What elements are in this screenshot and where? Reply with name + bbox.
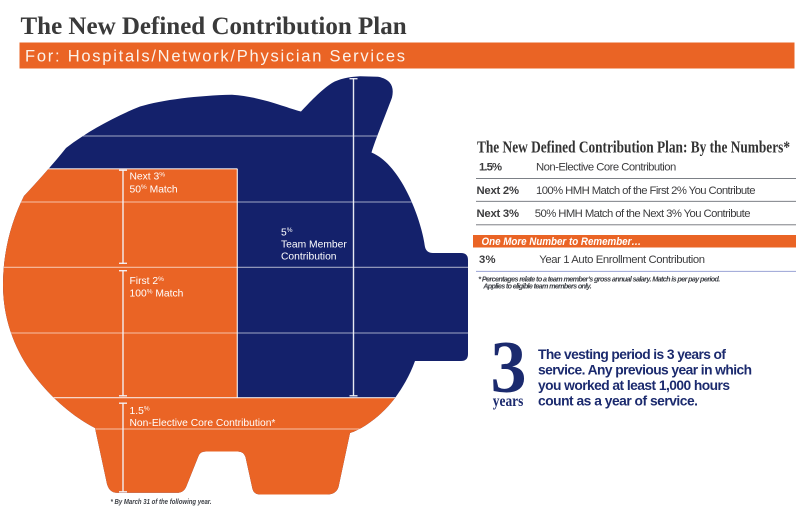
- svg-text:you worked at least 1,000 hour: you worked at least 1,000 hours: [538, 378, 730, 393]
- svg-text:Applies to eligible team membe: Applies to eligible team members only.: [482, 282, 592, 291]
- svg-text:* Percentages relate to a team: * Percentages relate to a team member’s …: [478, 274, 720, 283]
- svg-text:100% Match: 100% Match: [130, 288, 184, 299]
- svg-text:For: Hospitals/Network/Physici: For: Hospitals/Network/Physician Service…: [25, 48, 405, 66]
- svg-text:3: 3: [491, 327, 527, 409]
- svg-text:50% Match: 50% Match: [130, 184, 178, 195]
- svg-text:3%: 3%: [479, 254, 496, 266]
- svg-text:Next 3%: Next 3%: [477, 208, 520, 220]
- svg-text:Year 1 Auto Enrollment Contrib: Year 1 Auto Enrollment Contribution: [539, 254, 705, 266]
- svg-text:Team Member: Team Member: [281, 240, 347, 251]
- svg-text:service. Any previous year in: service. Any previous year in which: [538, 363, 752, 378]
- svg-text:Next 3%: Next 3%: [130, 172, 166, 183]
- svg-text:The New Defined Contribution P: The New Defined Contribution Plan: [21, 13, 407, 40]
- svg-text:The New Defined Contribution P: The New Defined Contribution Plan: By th…: [477, 138, 790, 157]
- svg-text:First 2%: First 2%: [130, 276, 165, 287]
- svg-text:Next 2%: Next 2%: [477, 185, 520, 197]
- svg-text:* By March 31 of the following: * By March 31 of the following year.: [111, 499, 212, 506]
- svg-text:years: years: [493, 393, 524, 410]
- svg-text:count as a year of service.: count as a year of service.: [538, 394, 698, 409]
- svg-text:1.5%: 1.5%: [130, 406, 150, 417]
- svg-text:Contribution: Contribution: [281, 251, 337, 262]
- svg-text:One More Number to Remember…: One More Number to Remember…: [482, 236, 642, 248]
- svg-text:The vesting period is 3 years: The vesting period is 3 years of: [538, 347, 726, 362]
- svg-text:100% HMH Match of the First 2%: 100% HMH Match of the First 2% You Contr…: [536, 185, 756, 197]
- svg-text:5%: 5%: [281, 227, 293, 238]
- svg-text:Non-Elective Core Contribution: Non-Elective Core Contribution: [536, 161, 676, 173]
- svg-text:1.5%: 1.5%: [479, 161, 502, 173]
- svg-text:Non-Elective Core Contribution: Non-Elective Core Contribution*: [130, 418, 276, 429]
- svg-text:50% HMH Match of the Next 3% Y: 50% HMH Match of the Next 3% You Contrib…: [535, 208, 751, 220]
